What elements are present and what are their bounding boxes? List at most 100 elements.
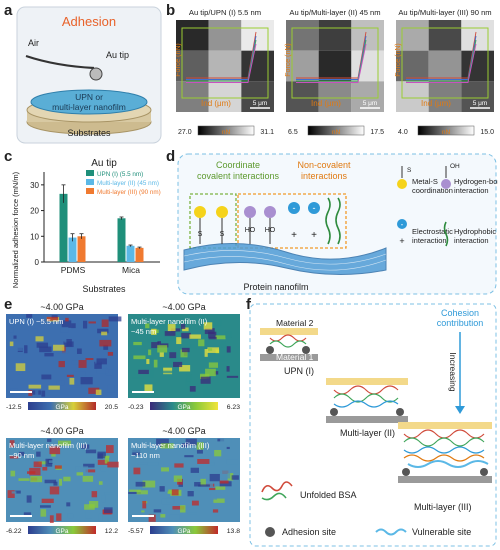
force-map-cell [241,20,274,51]
panel-a-schematic: Adhesion Air Au tip UPN or multi-layer n… [16,6,162,144]
modulus-map-label-2: ~45 nm [131,327,156,336]
texture-patch [190,343,197,350]
force-curve-frame [291,27,379,99]
texture-patch [69,377,75,385]
texture-patch [36,342,49,348]
cohesion-label-1: Cohesion [441,308,479,318]
svg-text:-: - [293,203,296,213]
colorbar-max: 17.5 [370,129,384,136]
y-tick-label: 10 [30,232,39,241]
force-map-cell [461,20,494,51]
texture-patch [9,341,14,347]
texture-patch [18,478,30,481]
force-map-2: Au tip/Multi-layer (II) 45 nm Force (nN) I… [285,8,384,136]
texture-patch [33,461,42,468]
texture-patch [41,498,54,504]
texture-patch [101,331,108,336]
texture-patch [200,376,211,384]
adhesion-site-label: Adhesion site [282,527,336,537]
texture-patch [106,445,114,454]
texture-patch [196,449,203,454]
texture-patch [26,495,32,503]
panel-label-b: b [166,2,176,19]
force-map-cell [461,81,494,112]
texture-patch [189,386,196,392]
texture-patch [186,374,192,382]
texture-patch [9,326,14,333]
bar [59,193,68,262]
adhesion-site-icon [265,527,275,537]
texture-patch [159,486,165,492]
texture-patch [41,374,52,380]
colorbar-unit: nN [332,129,341,136]
legend-hbond-icon [441,179,451,189]
texture-patch [45,458,53,467]
svg-text:-: - [313,203,316,213]
texture-patch [208,348,213,351]
texture-patch [101,495,106,503]
texture-patch [186,317,196,323]
texture-patch [182,443,188,448]
protein-nanofilm [183,242,387,276]
texture-patch [42,466,48,471]
texture-patch [78,360,87,368]
scale-bar-label: 5 μm [253,100,268,107]
texture-patch [204,328,215,335]
svg-text:HO: HO [245,227,256,234]
texture-patch [41,390,46,397]
texture-patch [13,335,17,339]
texture-patch [161,467,170,472]
texture-patch [85,511,93,519]
force-curve [406,43,477,83]
texture-patch [76,472,84,476]
force-map-3: Au tip/Multi-layer (III) 90 nm Force (nN)… [395,8,494,136]
texture-patch [132,449,141,456]
svg-text:-: - [401,220,404,229]
texture-patch [160,514,166,518]
texture-patch [215,486,226,490]
increasing-label: Increasing [448,352,458,391]
texture-patch [44,479,57,484]
force-map-title: Au tip/Multi-layer (III) 90 nm [398,8,491,17]
svg-text:S: S [220,231,225,238]
texture-patch [10,470,16,477]
texture-patch [59,478,63,486]
force-curve [296,43,367,83]
coordinate-label-1: Coordinate [216,160,260,170]
texture-patch [169,514,180,521]
texture-patch [213,498,225,503]
texture-patch [161,498,174,505]
noncovalent-label-2: interactions [301,171,348,181]
force-map-title: Au tip/UPN (I) 5.5 nm [189,8,261,17]
texture-patch [180,323,186,330]
texture-patch [105,369,113,376]
legend-entry: Multi-layer (II) (45 nm) [97,180,159,187]
air-label: Air [28,38,39,48]
panel-c-bar-chart: Au tip Normalized adhesion force (mN/m) … [4,150,164,296]
texture-patch [38,461,48,465]
texture-patch [208,331,217,338]
legend-hydro-1: Hydrophobic [454,227,496,236]
texture-patch [136,490,148,495]
texture-patch [146,358,150,365]
x-tick-label: PDMS [61,265,86,275]
force-map-cell [208,81,242,112]
texture-patch [107,351,114,356]
electro-minus-1 [288,202,300,214]
texture-patch [164,331,176,337]
substrates-label: Substrates [67,128,111,138]
legend-hbond-2: interaction [454,186,489,195]
texture-patch [209,354,216,363]
noncovalent-box [237,193,347,249]
colorbar-min: -0.23 [128,404,144,411]
colorbar-max: 6.23 [227,404,240,411]
texture-patch [15,490,21,494]
force-map-cell [318,50,352,82]
texture-patch [180,349,188,358]
texture-patch [207,347,220,353]
texture-patch [78,466,89,474]
texture-patch [96,368,109,374]
texture-patch [137,462,148,465]
modulus-map-title: ~4.00 GPa [40,302,83,312]
texture-patch [80,377,93,385]
